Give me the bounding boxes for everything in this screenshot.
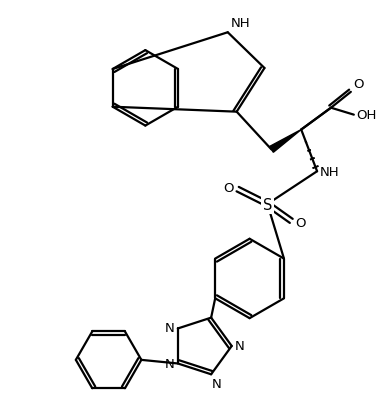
Text: NH: NH <box>320 165 340 178</box>
Text: N: N <box>212 378 222 390</box>
Text: O: O <box>223 181 234 194</box>
Text: S: S <box>263 197 272 212</box>
Text: OH: OH <box>356 109 376 122</box>
Text: N: N <box>165 357 175 370</box>
Text: NH: NH <box>231 17 250 30</box>
Polygon shape <box>270 130 301 153</box>
Text: N: N <box>235 339 245 353</box>
Text: N: N <box>165 321 175 334</box>
Text: O: O <box>353 78 363 91</box>
Text: O: O <box>295 217 306 230</box>
